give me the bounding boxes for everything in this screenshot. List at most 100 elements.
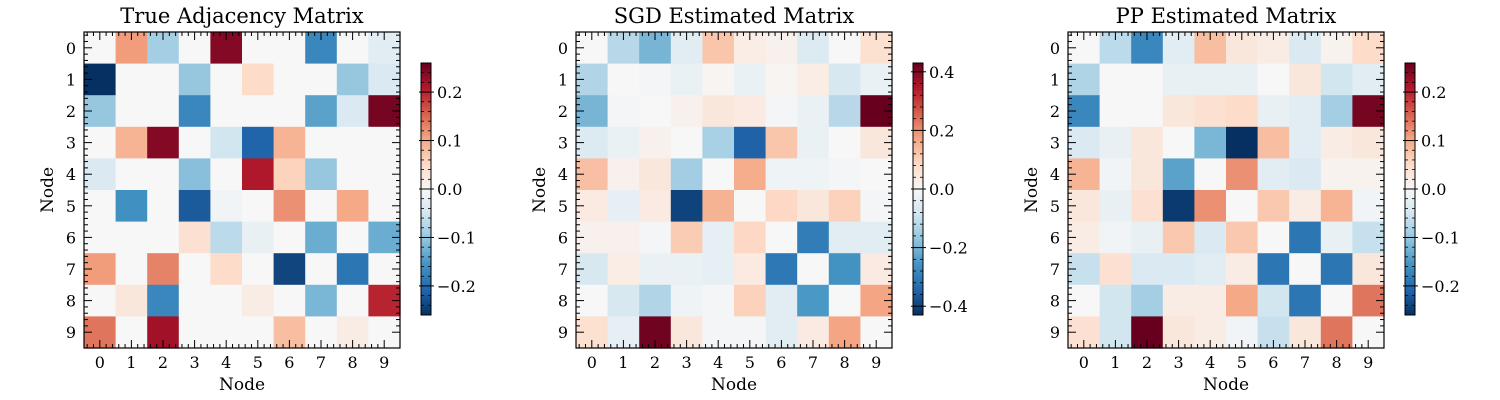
x-tick-label: 9: [1363, 353, 1373, 372]
x-tick-label: 5: [745, 353, 755, 372]
x-tick-label: 6: [776, 353, 786, 372]
heatmap-cell-1-2-5: [734, 95, 767, 128]
colorbar-segment: [913, 294, 923, 298]
colorbar-segment: [1405, 85, 1415, 89]
colorbar-segment: [421, 68, 431, 72]
colorbar-segment: [1405, 274, 1415, 278]
heatmap-cell-0-2-8: [336, 95, 369, 128]
colorbar-segment: [421, 219, 431, 223]
colorbar-segment: [913, 277, 923, 281]
heatmap-cell-2-4-2: [1131, 158, 1164, 191]
colorbar-segment: [421, 128, 431, 132]
heatmap-cell-0-3-2: [147, 126, 180, 159]
y-tick-label: 1: [66, 70, 76, 89]
colorbar-segment: [421, 287, 431, 291]
colorbar-segment: [1405, 115, 1415, 119]
colorbar-segment: [1405, 110, 1415, 114]
colorbar-segment: [421, 105, 431, 109]
colorbar-segment: [1405, 201, 1415, 205]
heatmap-cell-2-4-7: [1289, 158, 1322, 191]
heatmap-cell-2-6-7: [1289, 221, 1322, 254]
heatmap-cell-1-8-5: [734, 284, 767, 317]
colorbar-segment: [421, 133, 431, 137]
heatmap-cell-1-7-4: [702, 253, 735, 286]
heatmap-cell-2-2-8: [1320, 95, 1353, 128]
y-tick-label: 7: [1050, 260, 1060, 279]
colorbar-segment: [913, 78, 923, 82]
heatmap-cell-2-3-1: [1099, 126, 1132, 159]
heatmap-cell-1-1-4: [702, 63, 735, 96]
colorbar-segment: [913, 131, 923, 135]
heatmap-cell-0-1-1: [115, 63, 148, 96]
colorbar-segment: [913, 189, 923, 193]
colorbar-segment: [913, 126, 923, 130]
heatmap-cell-0-6-4: [210, 221, 243, 254]
x-tick-label: 1: [1110, 353, 1120, 372]
colorbar-segment: [1405, 219, 1415, 223]
colorbar-segment: [1405, 118, 1415, 122]
heatmap-cell-0-7-5: [242, 253, 275, 286]
x-tick-label: 6: [1268, 353, 1278, 372]
colorbar-segment: [913, 161, 923, 165]
colorbar-segment: [913, 289, 923, 293]
colorbar-segment: [1405, 277, 1415, 281]
heatmap-cell-2-3-7: [1289, 126, 1322, 159]
colorbar-tick-label: 0.1: [1421, 132, 1446, 151]
colorbar-segment: [421, 226, 431, 230]
colorbar-segment: [421, 234, 431, 238]
colorbar-segment: [913, 221, 923, 225]
heatmap-cell-0-7-3: [178, 253, 211, 286]
colorbar-segment: [913, 105, 923, 109]
colorbar-segment: [913, 156, 923, 160]
colorbar-segment: [913, 264, 923, 268]
heatmap-cell-1-4-1: [607, 158, 640, 191]
colorbar-segment: [421, 307, 431, 311]
heatmap-cell-0-8-1: [115, 284, 148, 317]
colorbar-segment: [421, 158, 431, 162]
heatmap-cell-1-2-8: [828, 95, 861, 128]
colorbar-segment: [1405, 191, 1415, 195]
heatmap-cell-2-2-4: [1194, 95, 1227, 128]
x-tick-label: 2: [158, 353, 168, 372]
heatmap-cell-2-3-5: [1226, 126, 1259, 159]
colorbar-segment: [913, 95, 923, 99]
colorbar-segment: [1405, 252, 1415, 256]
heatmap-cell-2-2-3: [1162, 95, 1195, 128]
heatmap-cell-1-6-1: [607, 221, 640, 254]
colorbar-segment: [1405, 279, 1415, 283]
y-tick-label: 3: [66, 134, 76, 153]
colorbar-segment: [913, 75, 923, 79]
heatmap-cell-0-2-2: [147, 95, 180, 128]
colorbar-segment: [1405, 176, 1415, 180]
colorbar-segment: [1405, 136, 1415, 140]
heatmap-cell-0-4-2: [147, 158, 180, 191]
colorbar-segment: [1405, 78, 1415, 82]
heatmap-cell-2-5-6: [1257, 190, 1290, 223]
colorbar-segment: [1405, 73, 1415, 77]
colorbar-segment: [421, 244, 431, 248]
heatmap-cell-2-2-5: [1226, 95, 1259, 128]
colorbar-segment: [1405, 70, 1415, 74]
heatmap-cell-0-4-5: [242, 158, 275, 191]
heatmap-cell-2-1-2: [1131, 63, 1164, 96]
colorbar-segment: [1405, 224, 1415, 228]
colorbar-segment: [913, 108, 923, 112]
x-tick-label: 5: [253, 353, 263, 372]
colorbar-segment: [913, 307, 923, 311]
colorbar-segment: [913, 158, 923, 162]
colorbar-segment: [421, 80, 431, 84]
colorbar-segment: [421, 113, 431, 117]
x-tick-label: 3: [1174, 353, 1184, 372]
colorbar-segment: [1405, 194, 1415, 198]
heatmap-cell-1-7-7: [797, 253, 830, 286]
heatmap-cell-1-5-2: [639, 190, 672, 223]
colorbar-segment: [421, 123, 431, 127]
heatmap-cell-0-7-2: [147, 253, 180, 286]
heatmap-cell-0-6-8: [336, 221, 369, 254]
colorbar-segment: [1405, 68, 1415, 72]
heatmap-cell-1-7-2: [639, 253, 672, 286]
colorbar-segment: [421, 93, 431, 97]
colorbar-segment: [421, 282, 431, 286]
colorbar-segment: [421, 309, 431, 313]
